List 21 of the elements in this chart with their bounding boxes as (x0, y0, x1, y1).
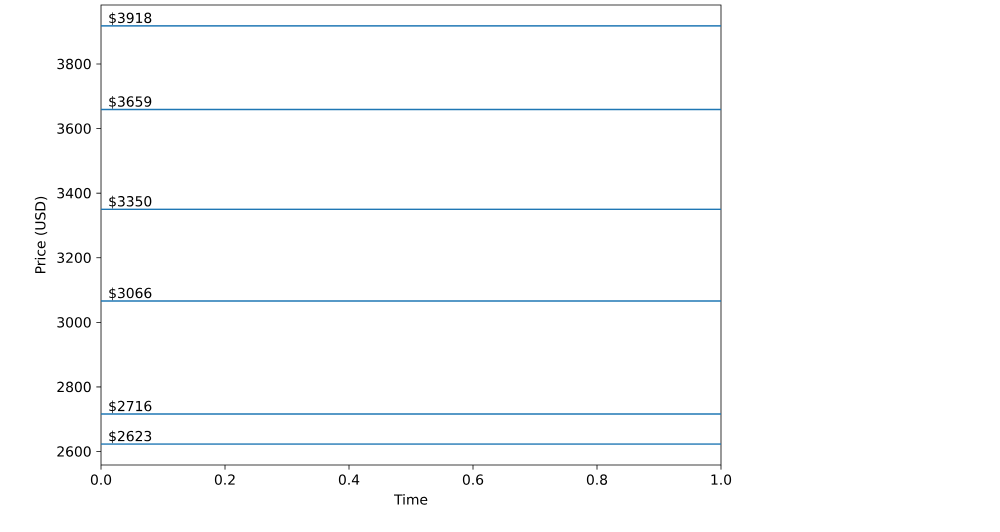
x-tick-label: 0.4 (338, 474, 360, 485)
y-tick-label: 3000 (57, 317, 91, 328)
y-tick-label: 3200 (57, 252, 91, 263)
y-tick-label: 3800 (57, 58, 91, 70)
x-tick-label: 0.6 (462, 474, 484, 485)
ref-line-label: $3918 (109, 12, 152, 25)
x-tick-label: 0.0 (90, 474, 112, 485)
x-tick-label: 1.0 (712, 474, 732, 485)
y-axis-title: Price (USD) (34, 196, 48, 273)
y-tick-label: 2800 (57, 382, 91, 392)
ref-line-label: $2716 (109, 400, 152, 414)
x-tick-label: 0.8 (586, 474, 608, 485)
y-tick-label: 2600 (57, 446, 91, 457)
ref-line-label: $2623 (109, 430, 152, 444)
ref-line-label: $3066 (109, 288, 152, 300)
x-tick-label: 0.2 (214, 474, 235, 485)
x-axis-title: Time (394, 494, 428, 505)
ref-line-label: $3659 (109, 96, 152, 109)
y-tick-label: 3400 (57, 188, 91, 198)
y-tick-label: 3600 (57, 123, 91, 134)
ref-line-label: $3350 (109, 196, 152, 208)
